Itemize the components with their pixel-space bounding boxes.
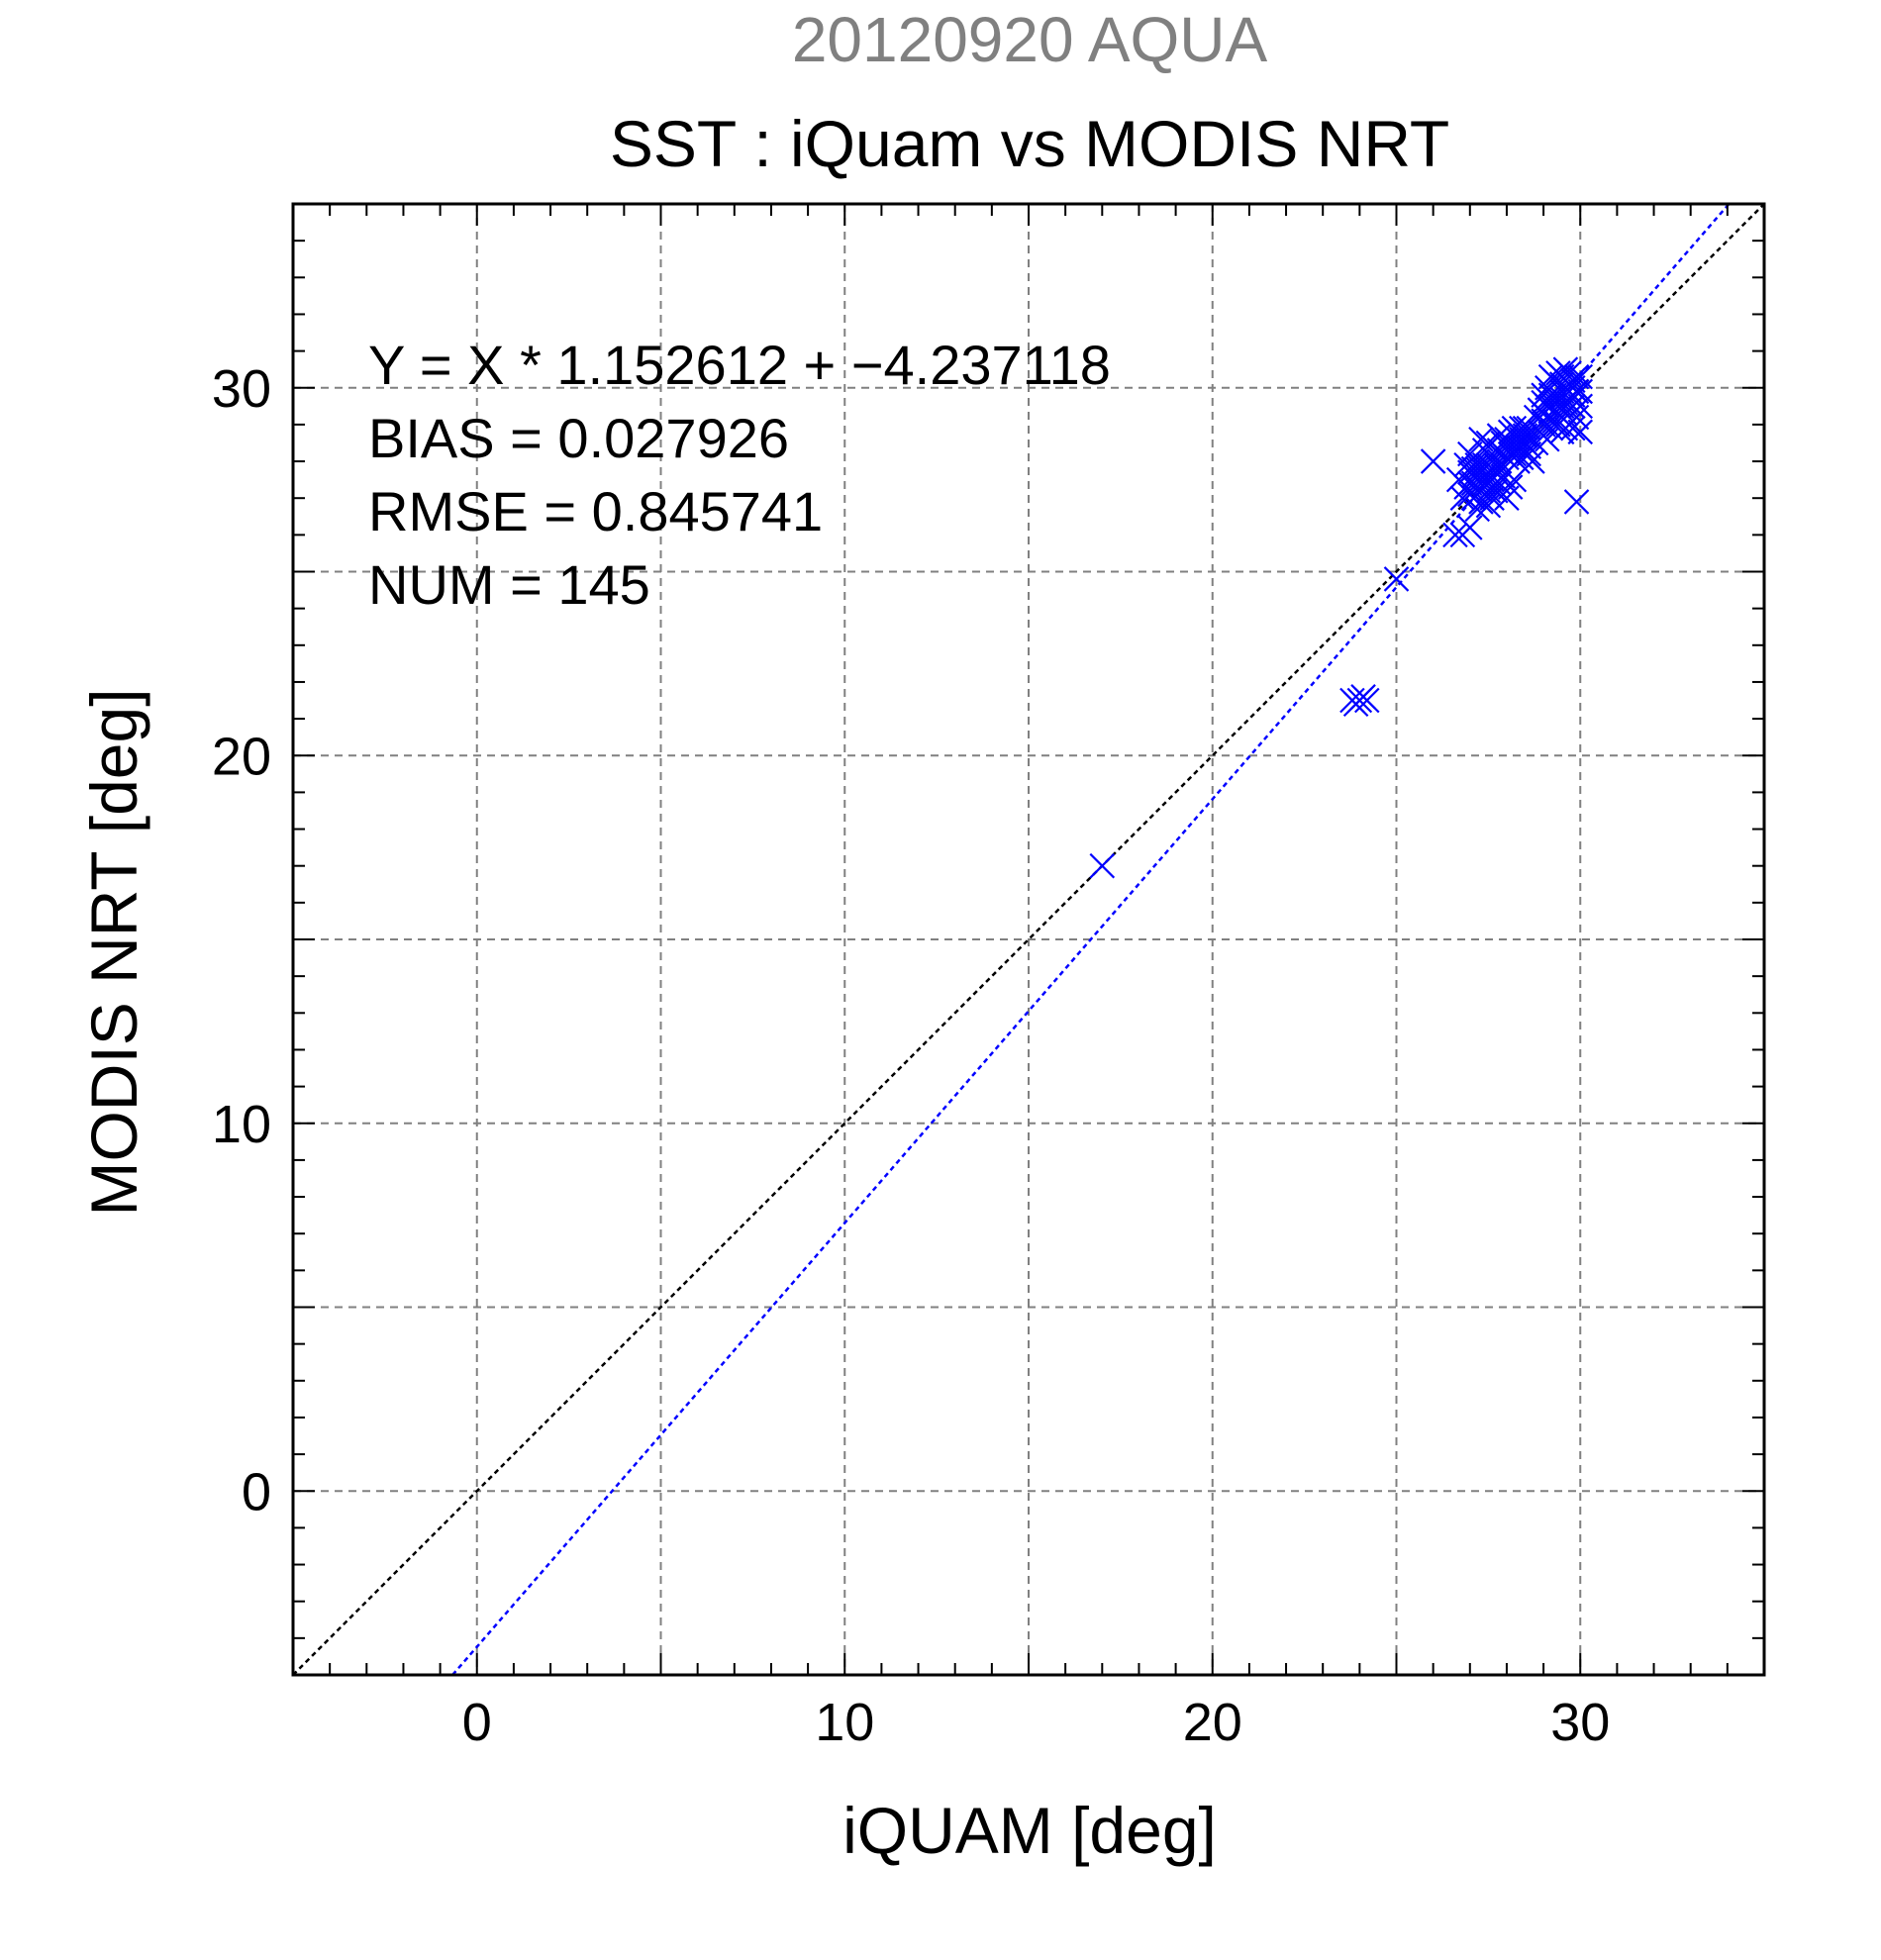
x-tick-label: 30 bbox=[1550, 1693, 1610, 1752]
data-point bbox=[1479, 485, 1505, 511]
x-tick-label: 0 bbox=[462, 1693, 492, 1752]
data-point-stroke bbox=[1468, 426, 1494, 452]
data-point-stroke bbox=[1541, 389, 1568, 416]
data-point-stroke bbox=[1563, 489, 1590, 515]
x-tick-label: 20 bbox=[1183, 1693, 1242, 1752]
stats-rmse: RMSE = 0.845741 bbox=[368, 480, 823, 542]
axis-ticks bbox=[292, 203, 1765, 1676]
data-point-stroke bbox=[1552, 356, 1579, 382]
data-point-stroke bbox=[1509, 434, 1534, 459]
data-point-stroke bbox=[1089, 852, 1116, 879]
data-point-stroke bbox=[1420, 448, 1446, 474]
data-point-stroke bbox=[1475, 477, 1502, 504]
data-point bbox=[1512, 415, 1538, 441]
data-point bbox=[1552, 356, 1579, 382]
chart-title: SST : iQuam vs MODIS NRT bbox=[610, 107, 1449, 180]
data-point bbox=[1457, 515, 1483, 540]
data-point-stroke bbox=[1479, 485, 1505, 511]
data-point-stroke bbox=[1552, 415, 1579, 441]
y-tick-label: 10 bbox=[212, 1095, 271, 1154]
data-point-stroke bbox=[1520, 426, 1545, 452]
data-point bbox=[1468, 466, 1494, 493]
stats-num: NUM = 145 bbox=[368, 553, 650, 616]
data-point-stroke bbox=[1383, 566, 1410, 592]
data-point-stroke bbox=[1567, 378, 1594, 405]
data-point bbox=[1442, 522, 1468, 548]
data-point bbox=[1531, 408, 1556, 434]
data-point-stroke bbox=[1531, 382, 1556, 408]
data-point-stroke bbox=[1548, 378, 1575, 405]
chart-header: 20120920 AQUA bbox=[792, 4, 1268, 75]
data-point bbox=[1541, 389, 1568, 416]
data-point bbox=[1567, 378, 1594, 405]
y-tick-label: 30 bbox=[212, 359, 271, 419]
grid-layer bbox=[293, 204, 1764, 1675]
y-axis-label: MODIS NRT [deg] bbox=[77, 688, 150, 1216]
x-axis-label: iQUAM [deg] bbox=[842, 1794, 1217, 1867]
data-point-stroke bbox=[1509, 444, 1534, 471]
x-tick-label: 10 bbox=[815, 1693, 874, 1752]
data-point bbox=[1486, 438, 1513, 463]
y-tick-label: 0 bbox=[242, 1462, 271, 1521]
data-point-stroke bbox=[1567, 419, 1594, 445]
data-point-stroke bbox=[1497, 441, 1524, 467]
stats-bias: BIAS = 0.027926 bbox=[368, 407, 789, 469]
data-point-stroke bbox=[1468, 466, 1494, 493]
data-point bbox=[1383, 566, 1410, 592]
stats-equation: Y = X * 1.152612 + −4.237118 bbox=[368, 334, 1111, 396]
data-point bbox=[1567, 419, 1594, 445]
data-point-stroke bbox=[1342, 691, 1369, 718]
data-point bbox=[1464, 451, 1491, 478]
tick-labels: 0 10 20 30 0 10 20 30 bbox=[212, 359, 1610, 1752]
data-point bbox=[1089, 852, 1116, 879]
data-point bbox=[1552, 415, 1579, 441]
data-point-stroke bbox=[1486, 438, 1513, 463]
data-point bbox=[1342, 691, 1369, 718]
data-point-stroke bbox=[1545, 400, 1571, 427]
data-point-stroke bbox=[1457, 515, 1483, 540]
data-point-stroke bbox=[1552, 389, 1579, 416]
data-points bbox=[1089, 356, 1594, 879]
data-point-stroke bbox=[1512, 415, 1538, 441]
data-point-stroke bbox=[1464, 451, 1491, 478]
data-point bbox=[1563, 489, 1590, 515]
data-point bbox=[1548, 378, 1575, 405]
data-point-stroke bbox=[1531, 408, 1556, 434]
data-point bbox=[1420, 448, 1446, 474]
y-tick-label: 20 bbox=[212, 727, 271, 786]
data-point-stroke bbox=[1442, 522, 1468, 548]
